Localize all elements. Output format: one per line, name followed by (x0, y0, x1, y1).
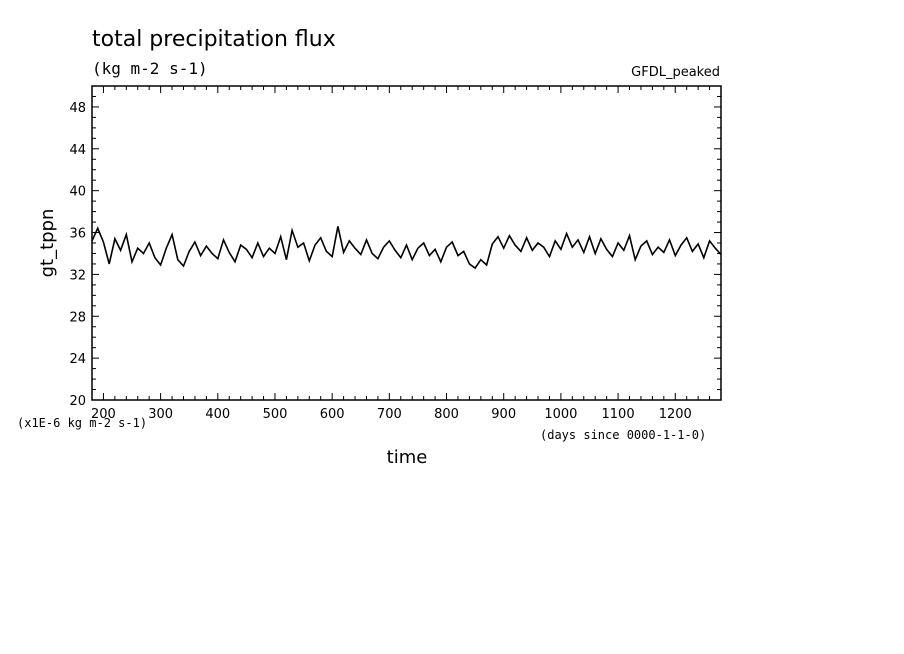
x-tick-label: 500 (263, 407, 288, 422)
chart-title: total precipitation flux (92, 27, 336, 52)
model-label: GFDL_peaked (631, 65, 720, 80)
x-axis: 200 300 400 500 600 700 800 900 1000 1100 1200 (91, 86, 722, 422)
series-line (91, 226, 722, 270)
y-tick-label: 32 (69, 268, 86, 283)
y-tick-label: 24 (69, 352, 86, 367)
x-tick-label: 200 (91, 407, 116, 422)
x-units-note: (days since 0000-1-1-0) (540, 428, 706, 442)
x-tick-label: 1000 (544, 407, 577, 422)
x-tick-label: 800 (434, 407, 459, 422)
y-tick-label: 44 (69, 143, 86, 158)
y-axis-label: gt_tppn (37, 209, 58, 278)
x-tick-label: 700 (377, 407, 402, 422)
x-tick-label: 600 (320, 407, 345, 422)
y-tick-label: 28 (69, 310, 86, 325)
x-tick-label: 1200 (659, 407, 692, 422)
y-tick-label: 36 (69, 227, 86, 242)
y-tick-label: 40 (69, 185, 86, 200)
chart-subtitle: (kg m-2 s-1) (92, 59, 208, 78)
x-tick-label: 900 (491, 407, 516, 422)
y-tick-label: 48 (69, 101, 86, 116)
y-axis: 20 24 28 32 36 40 44 48 (69, 85, 721, 409)
x-axis-label: time (387, 447, 428, 468)
y-tick-label: 20 (69, 394, 86, 409)
x-tick-label: 1100 (602, 407, 635, 422)
series-group (91, 226, 722, 270)
x-tick-label: 400 (205, 407, 230, 422)
y-scale-note: (x1E-6 kg m-2 s-1) (17, 416, 147, 430)
x-tick-label: 300 (148, 407, 173, 422)
